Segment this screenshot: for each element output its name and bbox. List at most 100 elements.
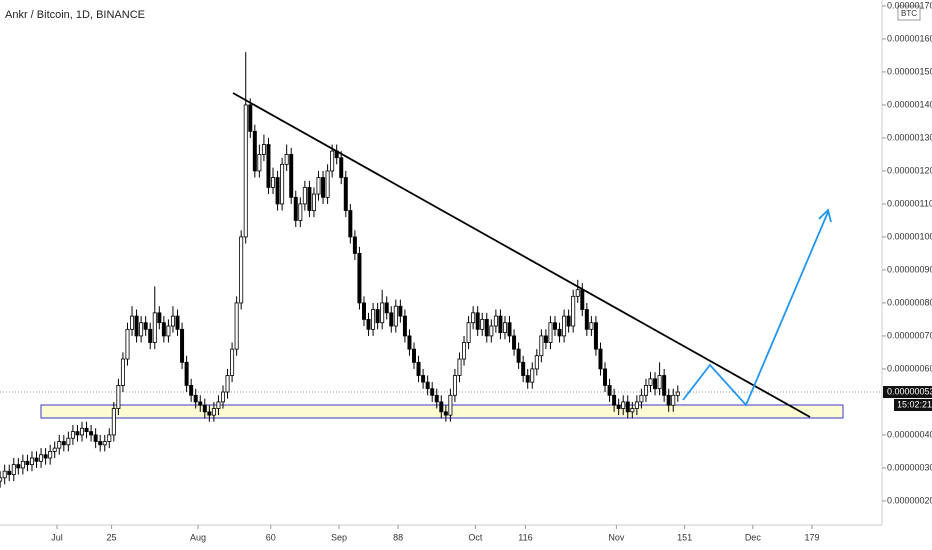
candle-body [2,470,7,479]
candle-body [484,319,489,337]
x-tick-label: Jul [51,532,63,542]
candle-body [207,411,212,416]
x-tick-label: 116 [518,532,532,542]
candle-body [662,375,667,396]
candle-body [443,411,448,416]
candle-body [421,375,426,383]
candle-body [275,177,280,205]
y-tick-label: 0.00000150 [887,66,932,76]
last-price-box [883,386,932,399]
candle-body [530,368,535,383]
x-tick-label: 179 [804,532,819,542]
candle-body [516,348,521,363]
candle-body [102,441,107,446]
y-tick-label: 0.00000030 [887,462,932,472]
candle-body [20,460,25,469]
candle-body [512,335,517,350]
trendline [232,92,811,418]
candle-body [466,322,471,343]
candle-body [152,312,157,343]
candle-body [584,309,589,330]
candle-body [352,236,357,254]
candle-body [120,358,125,386]
y-tick-label: 0.00000110 [887,198,932,208]
y-tick-label: 0.00000130 [887,132,932,142]
y-tick-label: 0.00000140 [887,99,932,109]
candle-body [348,210,353,238]
candle-body [430,388,435,396]
candle-body [525,375,530,383]
candle-body [220,391,225,403]
y-tick-label: 0.00000160 [887,33,932,43]
currency-box [897,5,921,21]
y-tick-label: 0.00000020 [887,495,932,505]
candle-body [289,154,294,198]
candle-body [653,378,658,390]
candle-body [193,394,198,403]
candle-body [643,385,648,396]
x-tick-label: Nov [608,532,625,542]
candle-body [139,322,144,337]
candle-body [371,309,376,330]
countdown: 15:02:21 [897,399,932,409]
candle-body [57,441,62,449]
candle-body [239,236,244,304]
candle-body [230,348,235,376]
candle-body [557,328,562,337]
candle-body [266,144,271,188]
y-tick-label: 0.00000120 [887,165,932,175]
candle-body [84,427,89,433]
candle-body [271,177,276,188]
candle-body [389,312,394,327]
candle-body [634,401,639,409]
candle-body [616,404,621,409]
candle-body [630,408,635,413]
y-tick-label: 0.00000060 [887,363,932,373]
currency: BTC [901,9,917,18]
candle-body [675,391,680,396]
candle-body [34,457,39,462]
candle-body [157,312,162,324]
x-tick-label: 25 [107,532,117,542]
candle-body [148,328,153,343]
candle-body [261,144,266,155]
candle-body [393,305,398,327]
candle-body [598,348,603,370]
candle-body [180,328,185,363]
candle-body [48,451,53,459]
candle-body [316,177,321,195]
candle-body [325,170,330,198]
candle-body [16,464,21,469]
x-tick-label: 151 [677,532,692,542]
candle-body [130,315,135,330]
candle-body [639,394,644,403]
candle-body [412,348,416,363]
candle-body [307,187,312,211]
candle-body [111,408,116,436]
candle-body [243,104,248,238]
candle-body [43,454,48,459]
candle-body [562,315,567,337]
candle-body [257,154,262,172]
candle-body [566,315,571,327]
candle-body [293,196,298,221]
x-tick-label: Oct [468,532,483,542]
candle-body [434,394,439,403]
candle-body [170,315,175,327]
candle-body [216,401,221,409]
candle-body [534,355,539,370]
candle-body [166,325,171,337]
candle-body [612,394,617,406]
candle-body [321,177,326,198]
countdown-box [894,399,932,412]
candle-body [29,457,34,466]
candle-body [603,368,608,386]
candle-body [439,401,444,413]
x-tick-label: 60 [266,532,276,542]
candle-body [161,322,166,337]
candle-body [107,434,112,442]
candle-body [593,322,598,350]
candle-body [61,441,66,446]
candle-body [175,315,180,330]
